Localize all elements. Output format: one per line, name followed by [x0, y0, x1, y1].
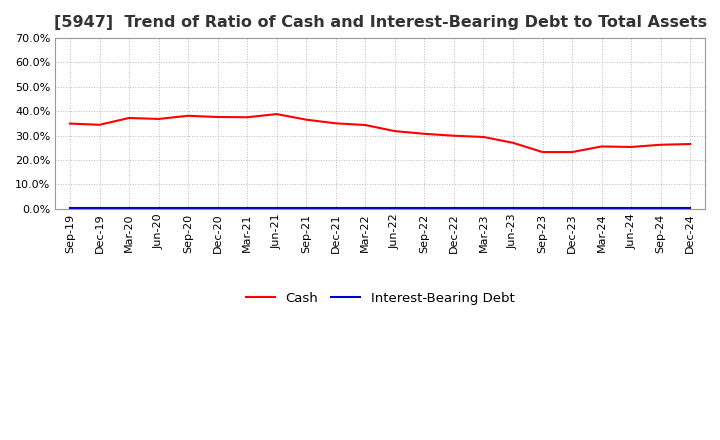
Cash	[66, 121, 74, 126]
Interest-Bearing Debt	[539, 205, 547, 211]
Interest-Bearing Debt	[480, 205, 488, 211]
Interest-Bearing Debt	[243, 205, 251, 211]
Cash	[184, 113, 192, 118]
Cash	[627, 144, 636, 150]
Cash	[686, 141, 695, 147]
Line: Cash: Cash	[70, 114, 690, 152]
Interest-Bearing Debt	[66, 205, 74, 211]
Interest-Bearing Debt	[509, 205, 518, 211]
Cash	[154, 116, 163, 121]
Interest-Bearing Debt	[154, 205, 163, 211]
Cash	[243, 114, 251, 120]
Cash	[568, 150, 577, 155]
Interest-Bearing Debt	[686, 205, 695, 211]
Interest-Bearing Debt	[657, 205, 665, 211]
Interest-Bearing Debt	[272, 205, 281, 211]
Cash	[331, 121, 340, 126]
Cash	[361, 122, 369, 128]
Interest-Bearing Debt	[95, 205, 104, 211]
Interest-Bearing Debt	[184, 205, 192, 211]
Cash	[509, 140, 518, 146]
Cash	[125, 115, 133, 121]
Interest-Bearing Debt	[213, 205, 222, 211]
Interest-Bearing Debt	[390, 205, 399, 211]
Interest-Bearing Debt	[568, 205, 577, 211]
Cash	[598, 144, 606, 149]
Interest-Bearing Debt	[420, 205, 428, 211]
Cash	[480, 134, 488, 139]
Cash	[272, 111, 281, 117]
Cash	[449, 133, 458, 139]
Cash	[420, 131, 428, 136]
Cash	[390, 128, 399, 134]
Cash	[213, 114, 222, 120]
Cash	[539, 150, 547, 155]
Interest-Bearing Debt	[361, 205, 369, 211]
Cash	[95, 122, 104, 128]
Interest-Bearing Debt	[627, 205, 636, 211]
Legend: Cash, Interest-Bearing Debt: Cash, Interest-Bearing Debt	[240, 287, 520, 310]
Title: [5947]  Trend of Ratio of Cash and Interest-Bearing Debt to Total Assets: [5947] Trend of Ratio of Cash and Intere…	[53, 15, 707, 30]
Interest-Bearing Debt	[125, 205, 133, 211]
Interest-Bearing Debt	[331, 205, 340, 211]
Cash	[657, 142, 665, 147]
Interest-Bearing Debt	[449, 205, 458, 211]
Interest-Bearing Debt	[302, 205, 310, 211]
Cash	[302, 117, 310, 122]
Interest-Bearing Debt	[598, 205, 606, 211]
